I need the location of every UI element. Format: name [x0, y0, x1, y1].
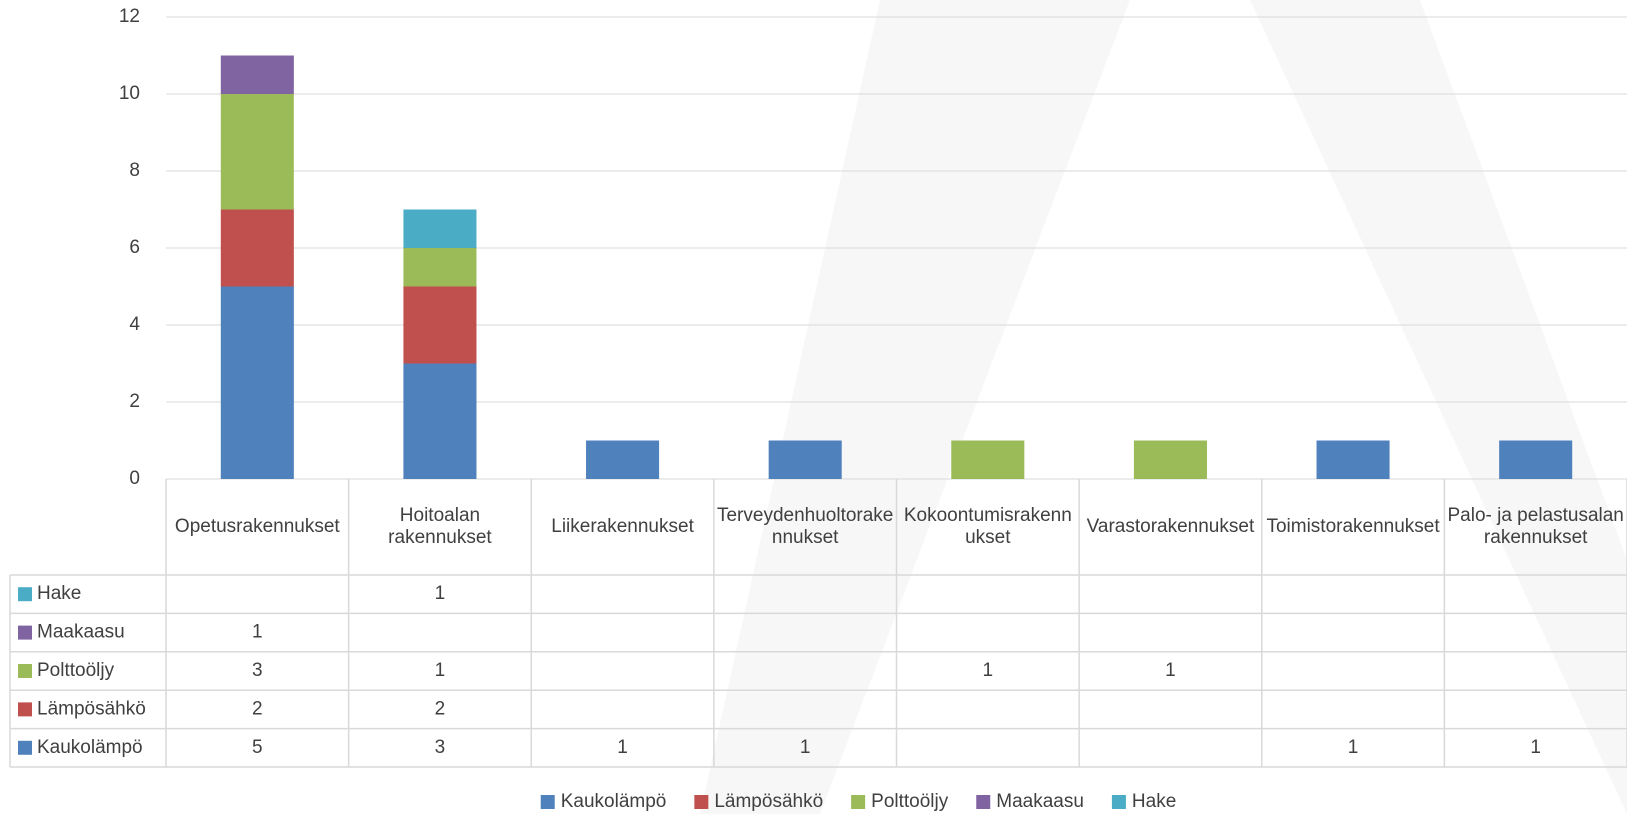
category-label: Opetusrakennukset: [175, 516, 340, 537]
table-value: 2: [252, 698, 263, 719]
bar-segment: [1316, 440, 1390, 479]
table-value: 1: [435, 583, 446, 604]
bar-segment: [586, 440, 660, 479]
legend-key: [976, 795, 991, 809]
y-tick-label: 4: [129, 314, 140, 335]
bar-segment: [220, 286, 294, 479]
table-value: 2: [435, 698, 446, 719]
legend-label: Hake: [1132, 791, 1176, 812]
category-label: Varastorakennukset: [1087, 516, 1255, 537]
category-label: Toimistorakennukset: [1266, 516, 1440, 537]
row-label: Maakaasu: [37, 622, 125, 643]
category-label: Liikerakennukset: [551, 516, 694, 537]
table-value: 1: [435, 660, 446, 681]
table-value: 1: [252, 622, 263, 643]
row-label: Hake: [37, 583, 81, 604]
y-tick-label: 6: [129, 237, 140, 258]
row-label: Polttoöljy: [37, 660, 115, 681]
category-label: Kokoontumisrakenn ukset: [904, 505, 1072, 548]
bar-segment: [220, 209, 294, 287]
legend-key: [1111, 795, 1126, 809]
y-tick-label: 0: [129, 468, 140, 489]
bar-segment: [403, 286, 477, 364]
watermark: [700, 0, 1130, 814]
bar-segment: [403, 248, 477, 287]
table-value: 1: [1348, 737, 1359, 758]
bar-segment: [403, 363, 477, 479]
category-label: Hoitoalan rakennukset: [388, 505, 492, 548]
y-tick-label: 12: [119, 6, 140, 27]
category-label: Palo- ja pelastusalan rakennukset: [1447, 505, 1623, 548]
table-value: 3: [252, 660, 263, 681]
bar-segment: [403, 209, 477, 248]
table-value: 1: [1165, 660, 1176, 681]
category-label: Terveydenhuoltorake nnukset: [717, 505, 893, 548]
row-label: Kaukolämpö: [37, 737, 143, 758]
bar-segment: [1499, 440, 1573, 479]
legend-label: Maakaasu: [996, 791, 1084, 812]
watermark: [1250, 0, 1627, 814]
table-value: 3: [435, 737, 446, 758]
bar-segment: [220, 55, 294, 94]
table-value: 1: [1530, 737, 1541, 758]
table-value: 5: [252, 737, 263, 758]
bar-segment: [220, 94, 294, 210]
legend-label: Lämpösähkö: [714, 791, 823, 812]
legend-key: [694, 795, 709, 809]
row-label: Lämpösähkö: [37, 698, 146, 719]
legend-key: [851, 795, 866, 809]
y-tick-label: 2: [129, 391, 140, 412]
legend-key: [18, 625, 32, 640]
bar-segment: [951, 440, 1025, 479]
legend-key: [18, 587, 32, 602]
bar-segment: [768, 440, 842, 479]
legend-key: [18, 664, 32, 678]
legend-key: [18, 702, 32, 717]
table-value: 1: [983, 660, 994, 681]
legend-label: Kaukolämpö: [561, 791, 667, 812]
legend-key: [540, 795, 555, 809]
y-tick-label: 10: [119, 83, 140, 104]
table-value: 1: [800, 737, 811, 758]
legend-label: Polttoöljy: [871, 791, 949, 812]
bar-segment: [1133, 440, 1207, 479]
table-value: 1: [617, 737, 628, 758]
y-tick-label: 8: [129, 160, 140, 181]
legend-key: [18, 740, 32, 755]
